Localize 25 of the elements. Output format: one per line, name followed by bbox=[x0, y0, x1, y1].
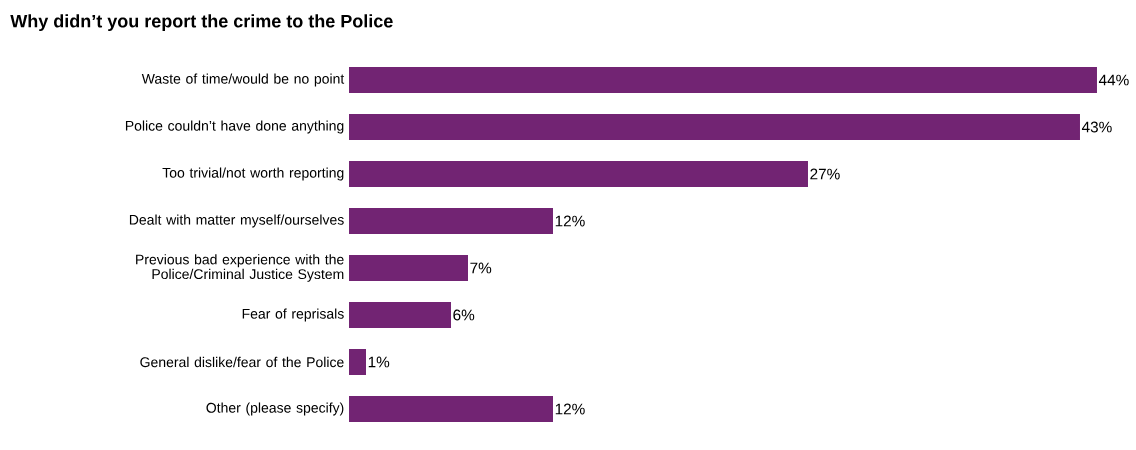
y-tick-label: Dealt with matter myself/ourselves bbox=[129, 214, 344, 228]
y-tick-label: Fear of reprisals bbox=[242, 308, 344, 322]
data-label: 12% bbox=[555, 403, 585, 415]
data-label: 6% bbox=[453, 309, 475, 321]
bar bbox=[349, 67, 1097, 93]
bar bbox=[349, 348, 366, 375]
data-label: 12% bbox=[555, 215, 585, 227]
bar bbox=[349, 254, 468, 281]
bar bbox=[349, 395, 553, 422]
y-tick-label: Waste of time/would be no point bbox=[141, 73, 345, 87]
data-label: 1% bbox=[368, 356, 390, 368]
data-label: 7% bbox=[470, 262, 492, 274]
bar bbox=[349, 113, 1080, 140]
bar bbox=[349, 301, 451, 328]
bar bbox=[349, 207, 553, 234]
bar bbox=[349, 161, 808, 187]
y-tick-label: Previous bad experience with the Police/Criminal Justice System bbox=[136, 254, 344, 282]
y-tick-label: Other (please specify) bbox=[206, 402, 344, 416]
y-tick-label: Police couldn’t have done anything bbox=[125, 120, 344, 134]
data-label: 43% bbox=[1081, 121, 1112, 133]
y-tick-label: Too trivial/not worth reporting bbox=[162, 167, 344, 181]
data-label: 44% bbox=[1098, 74, 1129, 86]
text: Why didn’t you report the crime to the Police bbox=[10, 14, 393, 32]
data-label: 27% bbox=[810, 168, 840, 180]
y-tick-label: General dislike/fear of the Police bbox=[140, 356, 344, 368]
